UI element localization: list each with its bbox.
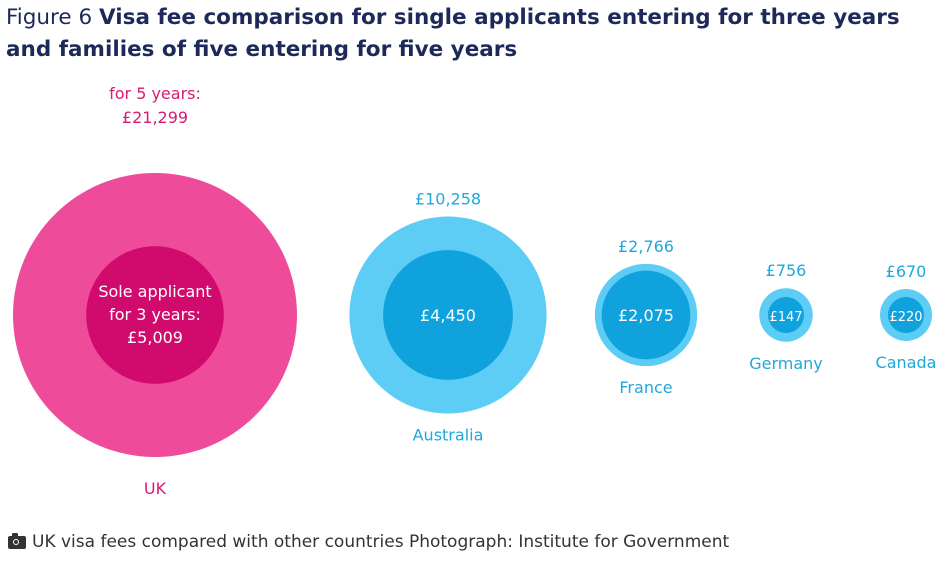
figure-number: Figure 6 xyxy=(6,5,93,30)
country-label-uk: UK xyxy=(144,479,167,498)
inner-label-germany: £147 xyxy=(769,310,802,325)
figure-title: Visa fee comparison for single applicant… xyxy=(6,5,900,62)
inner-label-uk: Sole applicant xyxy=(98,282,211,301)
bubble-inner-uk xyxy=(86,246,224,384)
outer-label-uk: £21,299 xyxy=(122,108,188,127)
inner-label-uk: for 3 years: xyxy=(109,305,201,324)
bubble-inner-germany xyxy=(768,297,804,333)
country-label-france: France xyxy=(619,378,672,397)
outer-label-france: £2,766 xyxy=(618,237,674,256)
bubble-inner-france xyxy=(601,270,691,360)
caption-text: UK visa fees compared with other countri… xyxy=(32,532,730,552)
caption: UK visa fees compared with other countri… xyxy=(8,532,729,552)
bubble-inner-australia xyxy=(383,250,513,380)
camera-icon xyxy=(8,532,26,549)
chart-title: Figure 6 Visa fee comparison for single … xyxy=(6,2,936,66)
country-label-australia: Australia xyxy=(413,426,484,445)
country-label-germany: Germany xyxy=(749,354,823,373)
country-label-canada: Canada xyxy=(876,353,937,372)
outer-label-uk: for 5 years: xyxy=(109,84,201,103)
inner-label-australia: £4,450 xyxy=(420,306,476,325)
outer-label-germany: £756 xyxy=(766,261,807,280)
inner-label-canada: £220 xyxy=(889,310,922,325)
inner-label-uk: £5,009 xyxy=(127,328,183,347)
inner-label-france: £2,075 xyxy=(618,306,674,325)
bubble-inner-canada xyxy=(888,297,924,333)
outer-label-canada: £670 xyxy=(886,262,927,281)
outer-label-australia: £10,258 xyxy=(415,189,481,208)
